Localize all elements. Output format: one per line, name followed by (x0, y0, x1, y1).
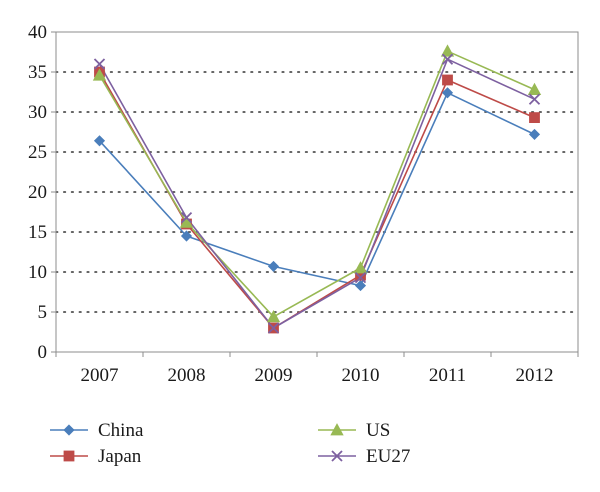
point-china-2008 (180, 230, 193, 242)
point-japan-2012 (529, 112, 540, 123)
point-us-2007 (92, 68, 107, 81)
point-china-2012 (528, 128, 541, 140)
point-eu27-2011 (441, 53, 454, 65)
y-tick-label-25: 25 (28, 142, 47, 163)
legend-item-us: US (318, 420, 390, 441)
x-tick-label-2012: 2012 (516, 365, 554, 386)
x-tick-label-2007: 2007 (81, 365, 119, 386)
series-line-china (98, 92, 535, 287)
point-japan-2011 (442, 74, 453, 86)
point-eu27-2008 (180, 211, 193, 224)
x-tick-label-2011: 2011 (429, 365, 466, 386)
point-us-2008 (179, 215, 194, 228)
x-tick-label-2010: 2010 (342, 365, 380, 386)
point-us-2010 (353, 261, 368, 274)
legend-marker-china (63, 424, 75, 436)
legend-label-china: China (98, 420, 144, 441)
legend-label-eu27: EU27 (366, 446, 410, 467)
legend-marker-eu27 (331, 450, 343, 462)
point-eu27-2007 (93, 58, 106, 70)
x-tick-label-2009: 2009 (255, 365, 293, 386)
legend-marker-japan (63, 450, 75, 462)
point-us-2009 (266, 309, 281, 323)
point-eu27-2009 (267, 322, 280, 334)
point-china-2007 (93, 135, 106, 147)
legend-item-china: China (50, 420, 144, 441)
point-us-2011 (440, 44, 455, 57)
legend-item-eu27: EU27 (318, 446, 410, 467)
point-us-2012 (527, 82, 542, 95)
point-china-2009 (267, 260, 280, 272)
legend-label-japan: Japan (98, 446, 142, 467)
y-tick-label-10: 10 (28, 262, 47, 283)
series-line-japan (98, 71, 535, 329)
series-line-us (98, 50, 535, 318)
x-tick-label-2008: 2008 (168, 365, 206, 386)
legend-label-us: US (366, 420, 390, 441)
y-tick-label-15: 15 (28, 222, 47, 243)
point-china-2010 (354, 280, 367, 292)
series-line-eu27 (98, 58, 535, 329)
point-eu27-2012 (528, 93, 541, 105)
y-tick-label-30: 30 (28, 102, 47, 123)
y-tick-label-5: 5 (38, 302, 48, 323)
y-tick-label-40: 40 (28, 22, 47, 43)
y-tick-label-0: 0 (38, 342, 48, 363)
y-tick-label-35: 35 (28, 62, 47, 83)
point-china-2011 (441, 87, 454, 99)
legend-marker-us (330, 423, 344, 436)
legend-item-japan: Japan (50, 446, 142, 467)
point-eu27-2010 (354, 271, 367, 284)
y-tick-label-20: 20 (28, 182, 47, 203)
